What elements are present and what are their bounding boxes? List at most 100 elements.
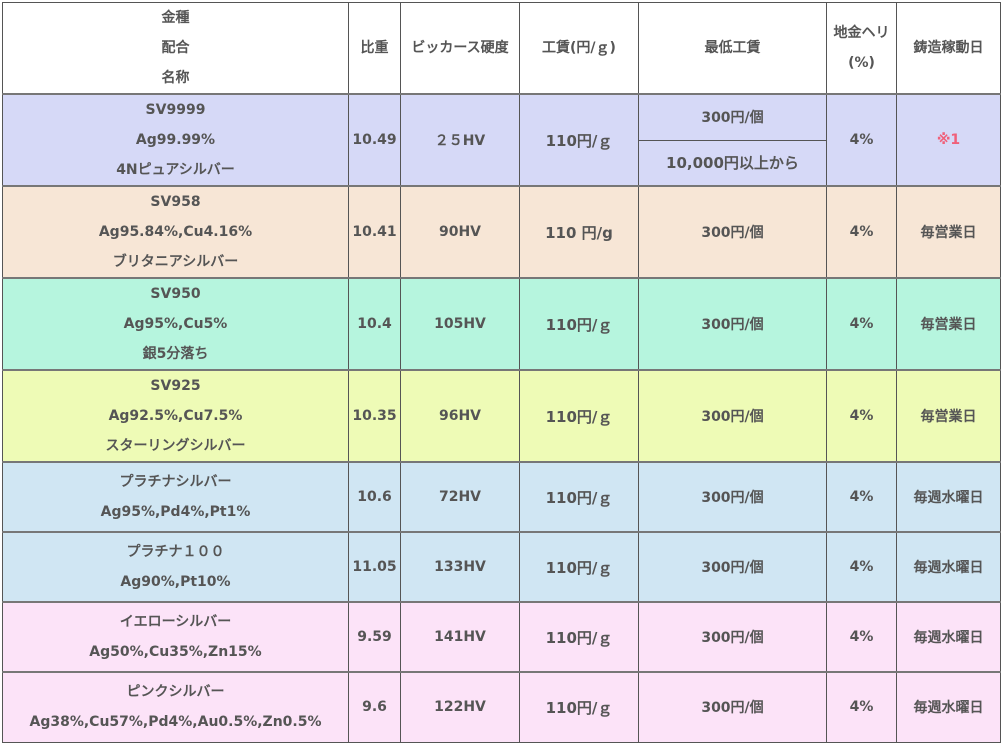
table-row: SV9999 Ag99.99% 4Nピュアシルバー 10.49 ２５HV 110円/…	[2, 93, 1001, 187]
header-casting-days: 鋳造稼動日	[896, 2, 1001, 95]
min-fee: 300円/個	[638, 671, 827, 743]
header-hardness: ビッカース硬度	[400, 2, 520, 95]
text: Ag38%,Cu57%,Pd4%,Au0.5%,Zn0.5%	[29, 714, 322, 731]
header-gravity: 比重	[348, 2, 401, 95]
table-row: ピンクシルバー Ag38%,Cu57%,Pd4%,Au0.5%,Zn0.5% 9.6…	[2, 671, 1001, 743]
fee: 110円/ｇ	[519, 531, 639, 603]
loss: 4%	[826, 531, 897, 603]
header-text: 地金ヘリ	[833, 25, 890, 41]
text: Ag95.84%,Cu4.16%	[98, 224, 253, 240]
min-fee-note: 10,000円以上から	[638, 139, 827, 187]
min-fee: 300円/個	[638, 601, 827, 673]
alloy-name: SV958 Ag95.84%,Cu4.16% ブリタニアシルバー	[2, 185, 349, 279]
min-fee: 300円/個	[638, 369, 827, 463]
table-row: SV925 Ag92.5%,Cu7.5% スターリングシルバー 10.35 96HV 11…	[2, 369, 1001, 463]
text: Ag95%,Pd4%,Pt1%	[100, 504, 251, 520]
min-fee: 300円/個	[638, 185, 827, 279]
text: イエローシルバー	[119, 614, 232, 630]
text: SV9999	[145, 102, 206, 118]
loss: 4%	[826, 671, 897, 743]
fee: 110円/ｇ	[519, 601, 639, 673]
text: 銀5分落ち	[142, 346, 209, 362]
header-min-fee: 最低工賃	[638, 2, 827, 95]
text: Ag95%,Cu5%	[123, 316, 228, 332]
alloy-name: プラチナ１００ Ag90%,Pt10%	[2, 531, 349, 603]
loss: 4%	[826, 277, 897, 371]
fee: 110円/ｇ	[519, 369, 639, 463]
alloy-name: イエローシルバー Ag50%,Cu35%,Zn15%	[2, 601, 349, 673]
hardness: 105HV	[400, 277, 520, 371]
gravity: 10.49	[348, 93, 401, 187]
gravity: 10.6	[348, 461, 401, 533]
table-row: プラチナシルバー Ag95%,Pd4%,Pt1% 10.6 72HV 110円/ｇ 300…	[2, 461, 1001, 533]
casting-days: 毎営業日	[896, 185, 1001, 279]
hardness: 122HV	[400, 671, 520, 743]
loss: 4%	[826, 185, 897, 279]
alloy-name: SV950 Ag95%,Cu5% 銀5分落ち	[2, 277, 349, 371]
hardness: 72HV	[400, 461, 520, 533]
casting-days: 毎営業日	[896, 369, 1001, 463]
text: ピンクシルバー	[126, 684, 225, 701]
fee: 110円/ｇ	[519, 671, 639, 743]
alloy-name: SV925 Ag92.5%,Cu7.5% スターリングシルバー	[2, 369, 349, 463]
min-fee: 300円/個	[638, 531, 827, 603]
header-text: 金種	[161, 10, 190, 26]
casting-days: 毎週水曜日	[896, 601, 1001, 673]
hardness: 96HV	[400, 369, 520, 463]
text: Ag99.99%	[135, 132, 216, 148]
text: プラチナシルバー	[119, 474, 232, 490]
table-row: イエローシルバー Ag50%,Cu35%,Zn15% 9.59 141HV 110円/ｇ…	[2, 601, 1001, 673]
casting-days: 毎週水曜日	[896, 531, 1001, 603]
casting-days: 毎営業日	[896, 277, 1001, 371]
fee: 110 円/g	[519, 185, 639, 279]
gravity: 9.6	[348, 671, 401, 743]
text: Ag90%,Pt10%	[120, 574, 231, 590]
header-name: 金種 配合 名称	[2, 2, 349, 95]
header-text: (%)	[848, 55, 875, 71]
gravity: 10.35	[348, 369, 401, 463]
alloy-name: SV9999 Ag99.99% 4Nピュアシルバー	[2, 93, 349, 187]
hardness: 90HV	[400, 185, 520, 279]
text: スターリングシルバー	[105, 438, 246, 454]
fee: 110円/ｇ	[519, 93, 639, 187]
text: SV950	[150, 286, 201, 302]
gravity: 11.05	[348, 531, 401, 603]
loss: 4%	[826, 93, 897, 187]
fee: 110円/ｇ	[519, 461, 639, 533]
min-fee: 300円/個	[638, 461, 827, 533]
header-text: 配合	[161, 40, 190, 56]
text: SV958	[150, 194, 201, 210]
table-row: SV958 Ag95.84%,Cu4.16% ブリタニアシルバー 10.41 90HV 1…	[2, 185, 1001, 279]
hardness: ２５HV	[400, 93, 520, 187]
header-text: 名称	[161, 70, 190, 86]
alloy-name: ピンクシルバー Ag38%,Cu57%,Pd4%,Au0.5%,Zn0.5%	[2, 671, 349, 743]
fee: 110円/ｇ	[519, 277, 639, 371]
header-fee: 工賃(円/ｇ)	[519, 2, 639, 95]
gravity: 10.41	[348, 185, 401, 279]
casting-days: 毎週水曜日	[896, 671, 1001, 743]
header-row: 金種配合名称 比重 ビッカース硬度 工賃(円/ｇ) 最低工賃 地金ヘリ (%) 鋳…	[2, 2, 1001, 95]
min-fee: 300円/個	[638, 277, 827, 371]
text: SV925	[150, 378, 201, 394]
casting-days: 毎週水曜日	[896, 461, 1001, 533]
text: 4Nピュアシルバー	[116, 162, 235, 178]
gravity: 9.59	[348, 601, 401, 673]
gravity: 10.4	[348, 277, 401, 371]
hardness: 133HV	[400, 531, 520, 603]
table-row: 10,000円以上から	[3, 139, 1001, 187]
text: ブリタニアシルバー	[112, 254, 239, 270]
text: Ag92.5%,Cu7.5%	[108, 408, 243, 424]
min-fee: 300円/個	[638, 93, 827, 141]
table-row: プラチナ１００ Ag90%,Pt10% 11.05 133HV 110円/ｇ 300円/個…	[2, 531, 1001, 603]
text: プラチナ１００	[126, 544, 225, 560]
hardness: 141HV	[400, 601, 520, 673]
loss: 4%	[826, 601, 897, 673]
text: Ag50%,Cu35%,Zn15%	[89, 644, 262, 660]
casting-days: ※1	[896, 93, 1001, 187]
loss: 4%	[826, 369, 897, 463]
header-loss: 地金ヘリ (%)	[826, 2, 897, 95]
table-row: SV950 Ag95%,Cu5% 銀5分落ち 10.4 105HV 110円/ｇ 300円/…	[2, 277, 1001, 371]
alloy-name: プラチナシルバー Ag95%,Pd4%,Pt1%	[2, 461, 349, 533]
loss: 4%	[826, 461, 897, 533]
